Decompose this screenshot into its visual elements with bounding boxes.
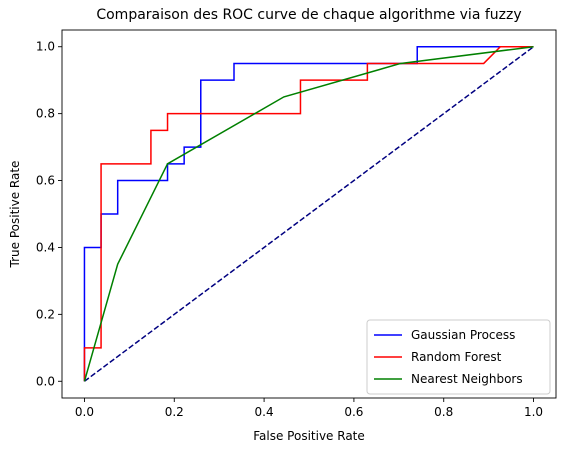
legend: Gaussian Process Random Forest Nearest Nei… bbox=[366, 319, 551, 395]
x-axis-label: False Positive Rate bbox=[253, 429, 365, 443]
axis-ticks: 0.0 0.2 0.4 0.6 0.8 1.0 0.0 0.2 0.4 0.6 0.8 1.0 bbox=[36, 40, 543, 419]
y-tick-label: 0.6 bbox=[36, 174, 55, 188]
x-tick-label: 0.4 bbox=[255, 405, 274, 419]
y-axis-label: True Positive Rate bbox=[8, 161, 22, 269]
legend-label-nearest-neighbors: Nearest Neighbors bbox=[411, 372, 523, 386]
y-tick-label: 0.8 bbox=[36, 107, 55, 121]
plot-area bbox=[83, 45, 534, 382]
chart-title: Comparaison des ROC curve de chaque algo… bbox=[96, 7, 521, 23]
series-line-diagonal-reference bbox=[84, 46, 534, 382]
y-tick-label: 0.0 bbox=[36, 374, 55, 388]
x-tick-label: 0.2 bbox=[165, 405, 184, 419]
legend-box bbox=[366, 319, 551, 395]
x-tick-label: 1.0 bbox=[524, 405, 543, 419]
legend-label-random-forest: Random Forest bbox=[411, 350, 502, 364]
x-tick-label: 0.6 bbox=[344, 405, 363, 419]
series-line-nearest-neighbors bbox=[83, 45, 534, 382]
y-tick-label: 1.0 bbox=[36, 40, 55, 54]
y-tick-label: 0.2 bbox=[36, 307, 55, 321]
y-tick-label: 0.4 bbox=[36, 240, 55, 254]
series-line-random-forest bbox=[83, 45, 534, 382]
legend-label-gaussian-process: Gaussian Process bbox=[411, 328, 515, 342]
x-tick-label: 0.0 bbox=[75, 405, 94, 419]
plot-frame bbox=[61, 29, 557, 399]
x-tick-label: 0.8 bbox=[434, 405, 453, 419]
